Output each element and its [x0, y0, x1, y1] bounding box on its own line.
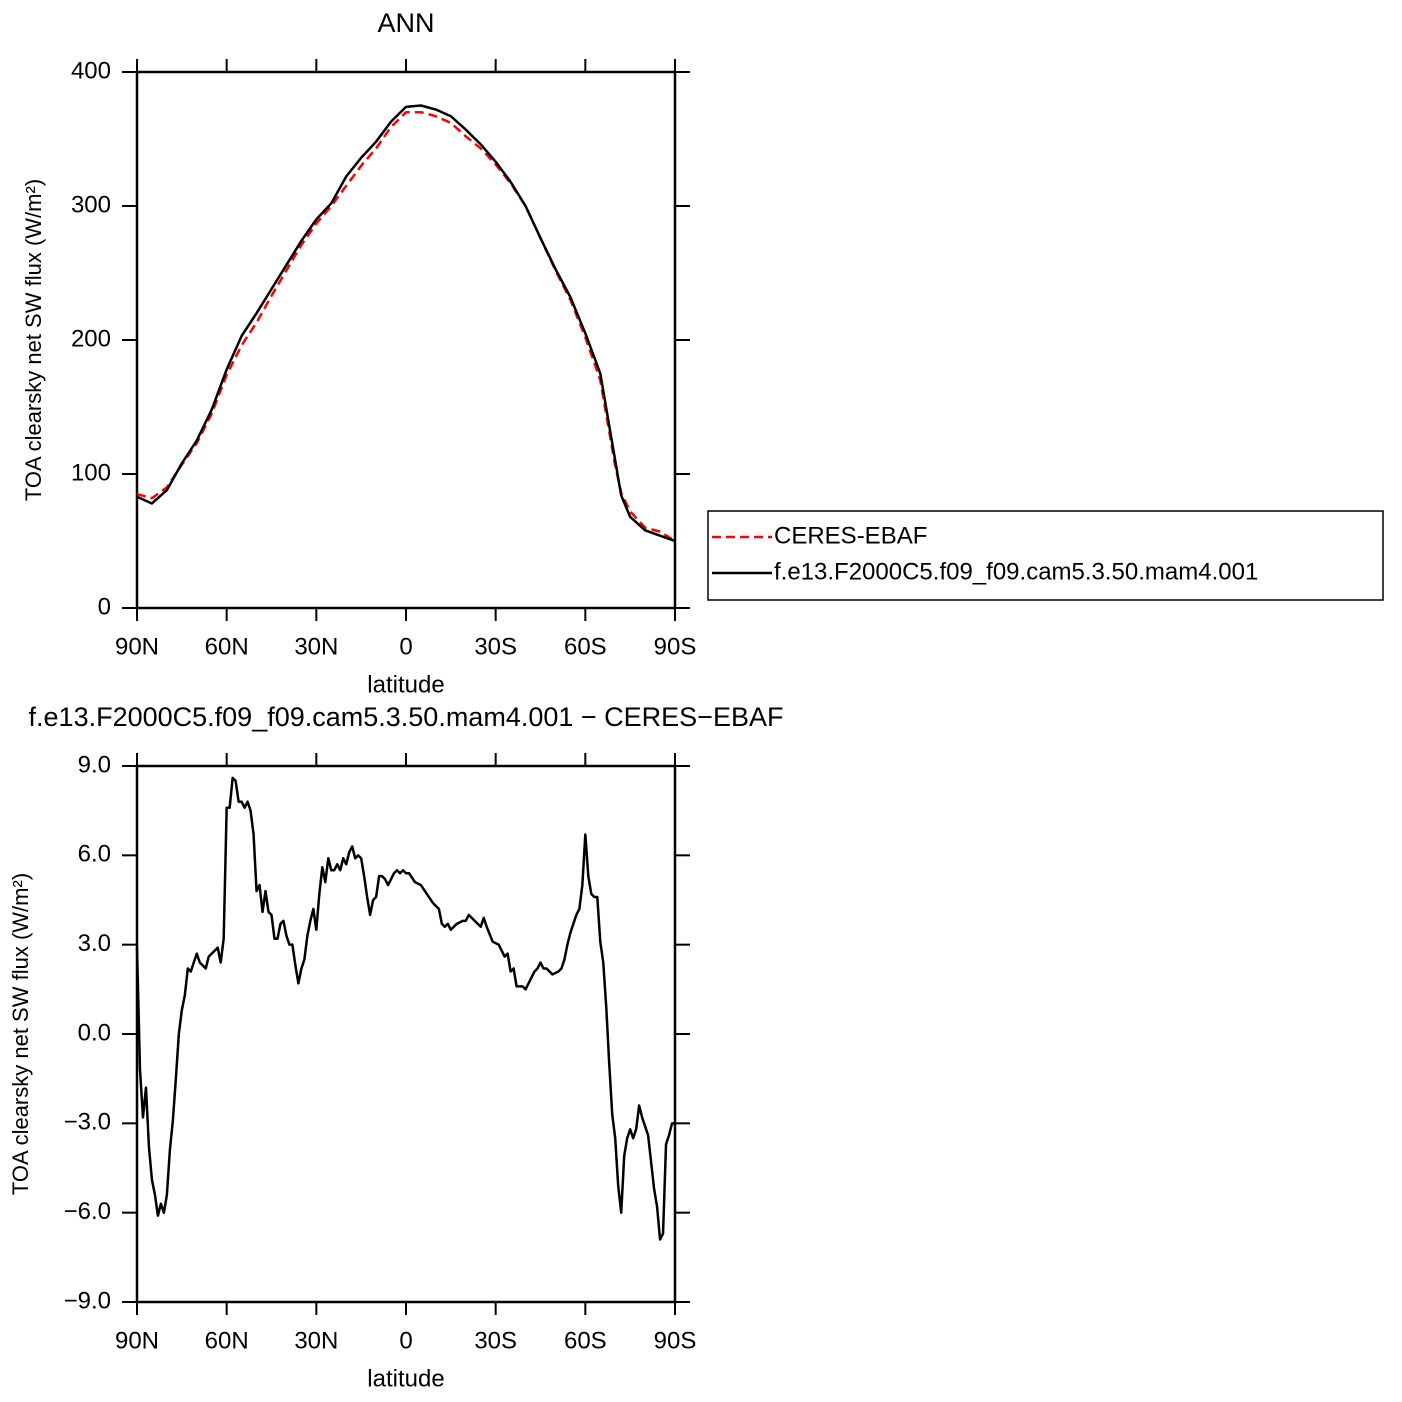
x-tick-label: 0: [399, 1327, 412, 1354]
x-tick-label: 30S: [474, 633, 517, 660]
x-tick-label: 60N: [205, 1327, 249, 1354]
x-axis-label: latitude: [367, 671, 444, 698]
x-tick-label: 30S: [474, 1327, 517, 1354]
x-tick-label: 90S: [654, 1327, 697, 1354]
legend-label: f.e13.F2000C5.f09_f09.cam5.3.50.mam4.001: [774, 558, 1258, 585]
y-tick-label: 9.0: [78, 751, 111, 778]
y-tick-label: 300: [71, 191, 111, 218]
x-tick-label: 0: [399, 633, 412, 660]
y-tick-label: 3.0: [78, 930, 111, 957]
series-line: [136, 110, 676, 543]
y-tick-label: 6.0: [78, 841, 111, 868]
chart-title: f.e13.F2000C5.f09_f09.cam5.3.50.mam4.001…: [29, 702, 784, 732]
y-tick-label: 0: [98, 593, 111, 620]
y-tick-label: 100: [71, 459, 111, 486]
y-tick-label: 400: [71, 57, 111, 84]
chart-title: ANN: [377, 8, 434, 38]
x-tick-label: 30N: [294, 633, 338, 660]
y-tick-label: 0.0: [78, 1019, 111, 1046]
plot-frame: [135, 764, 677, 1304]
y-axis-label: TOA clearsky net SW flux (W/m²): [21, 179, 46, 501]
y-tick-label: −9.0: [64, 1287, 111, 1314]
x-axis-label: latitude: [367, 1365, 444, 1392]
legend-label: CERES-EBAF: [774, 522, 927, 549]
x-tick-label: 90S: [654, 633, 697, 660]
x-tick-label: 90N: [115, 1327, 159, 1354]
x-tick-label: 30N: [294, 1327, 338, 1354]
x-tick-label: 90N: [115, 633, 159, 660]
x-tick-label: 60N: [205, 633, 249, 660]
y-tick-label: 200: [71, 325, 111, 352]
legend-box: [707, 510, 1384, 601]
series-line: [135, 776, 675, 1241]
x-tick-label: 60S: [564, 1327, 607, 1354]
series-line: [136, 104, 676, 543]
plot-frame: [135, 70, 677, 610]
y-tick-label: −3.0: [64, 1109, 111, 1136]
y-tick-label: −6.0: [64, 1198, 111, 1225]
x-tick-label: 60S: [564, 633, 607, 660]
y-axis-label: TOA clearsky net SW flux (W/m²): [8, 873, 33, 1195]
